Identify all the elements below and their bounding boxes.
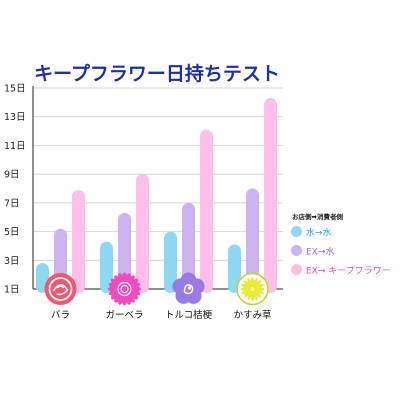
legend-heading: お店側➡消費者側	[292, 212, 343, 221]
category-icons	[44, 272, 269, 306]
legend-label: EX→ キープフラワー	[306, 266, 391, 277]
babys-breath-icon	[236, 272, 269, 306]
legend-label: EX→水	[306, 246, 334, 258]
y-tick-label: 9日	[4, 170, 20, 181]
category-label: かすみ草	[233, 309, 271, 321]
y-tick-label: 13日	[4, 112, 26, 123]
y-tick-labels: 1日 3日 5日 7日 9日 11日 13日 15日	[4, 84, 26, 296]
chart-title: キープフラワー日持ちテスト	[34, 62, 280, 85]
legend-swatch	[291, 226, 302, 237]
gerbera-icon	[108, 272, 141, 306]
bar	[246, 188, 259, 293]
bar	[164, 231, 177, 293]
legend-label: 水→水	[306, 227, 332, 239]
bar	[182, 202, 195, 293]
rose-icon	[44, 273, 77, 305]
bar	[72, 189, 85, 293]
bar	[136, 174, 149, 293]
bar	[100, 241, 113, 293]
y-tick-label: 5日	[4, 227, 20, 238]
category-label: バラ	[51, 310, 70, 321]
category-label: トルコ桔梗	[165, 309, 213, 321]
y-tick-label: 7日	[4, 198, 20, 209]
legend-swatch	[291, 264, 302, 275]
bar	[200, 129, 213, 293]
y-tick-label: 1日	[4, 285, 20, 296]
category-labels: バラ ガーベラ トルコ桔梗 かすみ草	[51, 309, 272, 321]
bar	[118, 212, 131, 293]
category-label: ガーベラ	[105, 310, 143, 321]
y-tick-label: 3日	[4, 256, 20, 267]
bars	[36, 98, 277, 293]
legend-swatch	[291, 245, 302, 256]
gridlines	[33, 87, 283, 290]
bar	[228, 244, 241, 293]
lisianthus-icon	[172, 272, 205, 304]
y-tick-label: 11日	[4, 141, 26, 152]
bar	[264, 98, 277, 293]
y-tick-label: 15日	[4, 84, 26, 95]
